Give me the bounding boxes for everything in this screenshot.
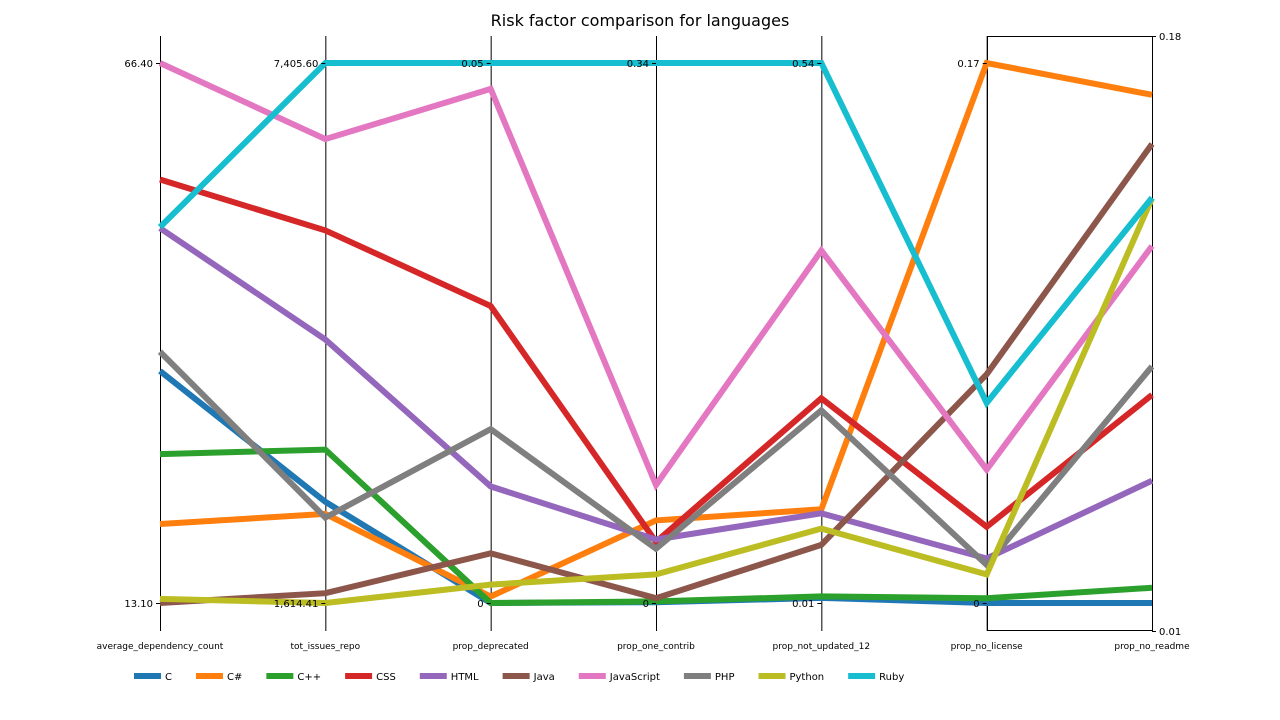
legend-label: Java: [533, 672, 555, 683]
axis-name-prop_no_license: prop_no_license: [951, 642, 1024, 652]
legend-label: C++: [297, 672, 321, 683]
tick-label-min: 0: [643, 599, 649, 610]
series-line-javascript: [158, 60, 1155, 492]
tick-label-max: 0.05: [461, 59, 483, 70]
legend-label: C: [165, 672, 172, 683]
tick-label-max: 0.18: [1159, 32, 1181, 43]
tick-label-min: 0.01: [1159, 627, 1181, 638]
series-line-c-: [159, 446, 1153, 607]
axis-name-prop_no_readme: prop_no_readme: [1114, 642, 1190, 652]
tick-label-max: 0.34: [627, 59, 649, 70]
tick-label-max: 7,405.60: [274, 59, 319, 70]
legend-label: JavaScript: [609, 672, 660, 683]
legend-label: C#: [227, 672, 242, 683]
tick-label-max: 66.40: [124, 59, 153, 70]
tick-label-min: 13.10: [124, 599, 153, 610]
last-axis-frame: [987, 36, 1153, 631]
tick-label-max: 0.54: [792, 59, 814, 70]
tick-label-max: 0.17: [957, 59, 979, 70]
legend-label: HTML: [451, 672, 479, 683]
axis-name-prop_not_updated_12: prop_not_updated_12: [773, 642, 871, 652]
tick-label-min: 0: [973, 599, 979, 610]
legend-label: Python: [789, 672, 824, 683]
series-line-html: [158, 225, 1154, 562]
series-line-java: [159, 142, 1155, 606]
tick-label-min: 0: [477, 599, 483, 610]
chart-title: Risk factor comparison for languages: [491, 11, 790, 30]
series-line-php: [157, 349, 1155, 570]
legend-label: CSS: [376, 672, 396, 683]
axis-name-tot_issues_repo: tot_issues_repo: [291, 642, 361, 652]
axis-name-average_dependency_count: average_dependency_count: [97, 642, 224, 652]
tick-label-min: 1,614.41: [274, 599, 319, 610]
axis-name-prop_one_contrib: prop_one_contrib: [617, 642, 695, 652]
tick-label-min: 0.01: [792, 599, 814, 610]
legend-label: PHP: [715, 672, 735, 683]
legend-label: Ruby: [879, 672, 904, 683]
axis-name-prop_deprecated: prop_deprecated: [453, 642, 529, 652]
